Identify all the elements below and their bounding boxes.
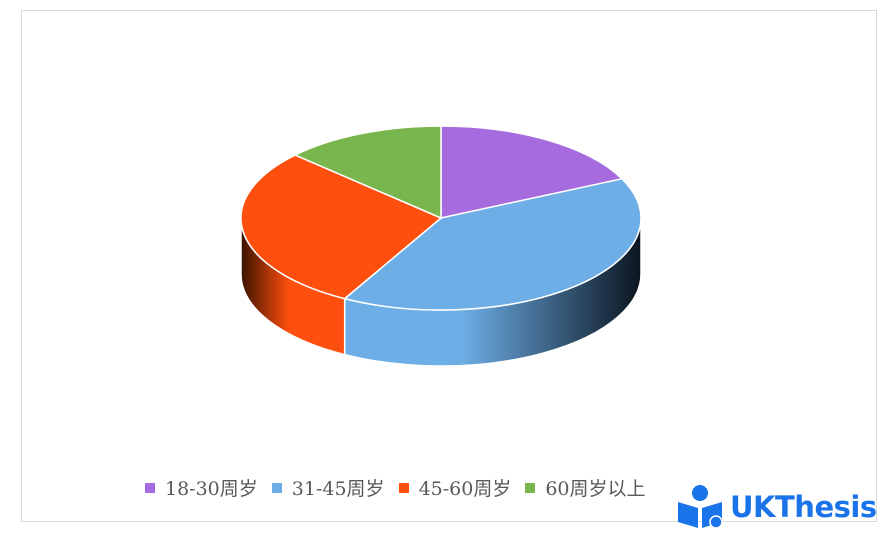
legend-label: 31-45周岁 <box>291 478 385 500</box>
legend-swatch <box>398 482 409 493</box>
legend-item: 31-45周岁 <box>271 474 385 501</box>
legend-item: 18-30周岁 <box>145 474 258 501</box>
legend-label: 18-30周岁 <box>165 478 258 500</box>
pie-slice-3 <box>240 154 443 300</box>
chart-frame <box>21 10 877 522</box>
pie-slice-1 <box>440 125 624 219</box>
legend-swatch <box>271 482 282 493</box>
legend: 18-30周岁 31-45周岁 45-60周岁 60周岁以上 <box>145 474 646 501</box>
legend-label: 45-60周岁 <box>418 478 512 500</box>
legend-label: 60周岁以上 <box>545 478 646 500</box>
watermark-logo: UKThesis <box>676 484 877 530</box>
legend-swatch <box>145 482 155 493</box>
reader-logo-icon <box>678 485 723 529</box>
watermark-text: UKThesis <box>730 490 877 524</box>
legend-swatch <box>525 482 536 493</box>
pie-slice-2 <box>343 178 642 311</box>
legend-item: 60周岁以上 <box>525 474 646 501</box>
legend-item: 45-60周岁 <box>398 474 512 501</box>
pie-slice-4 <box>293 125 442 220</box>
